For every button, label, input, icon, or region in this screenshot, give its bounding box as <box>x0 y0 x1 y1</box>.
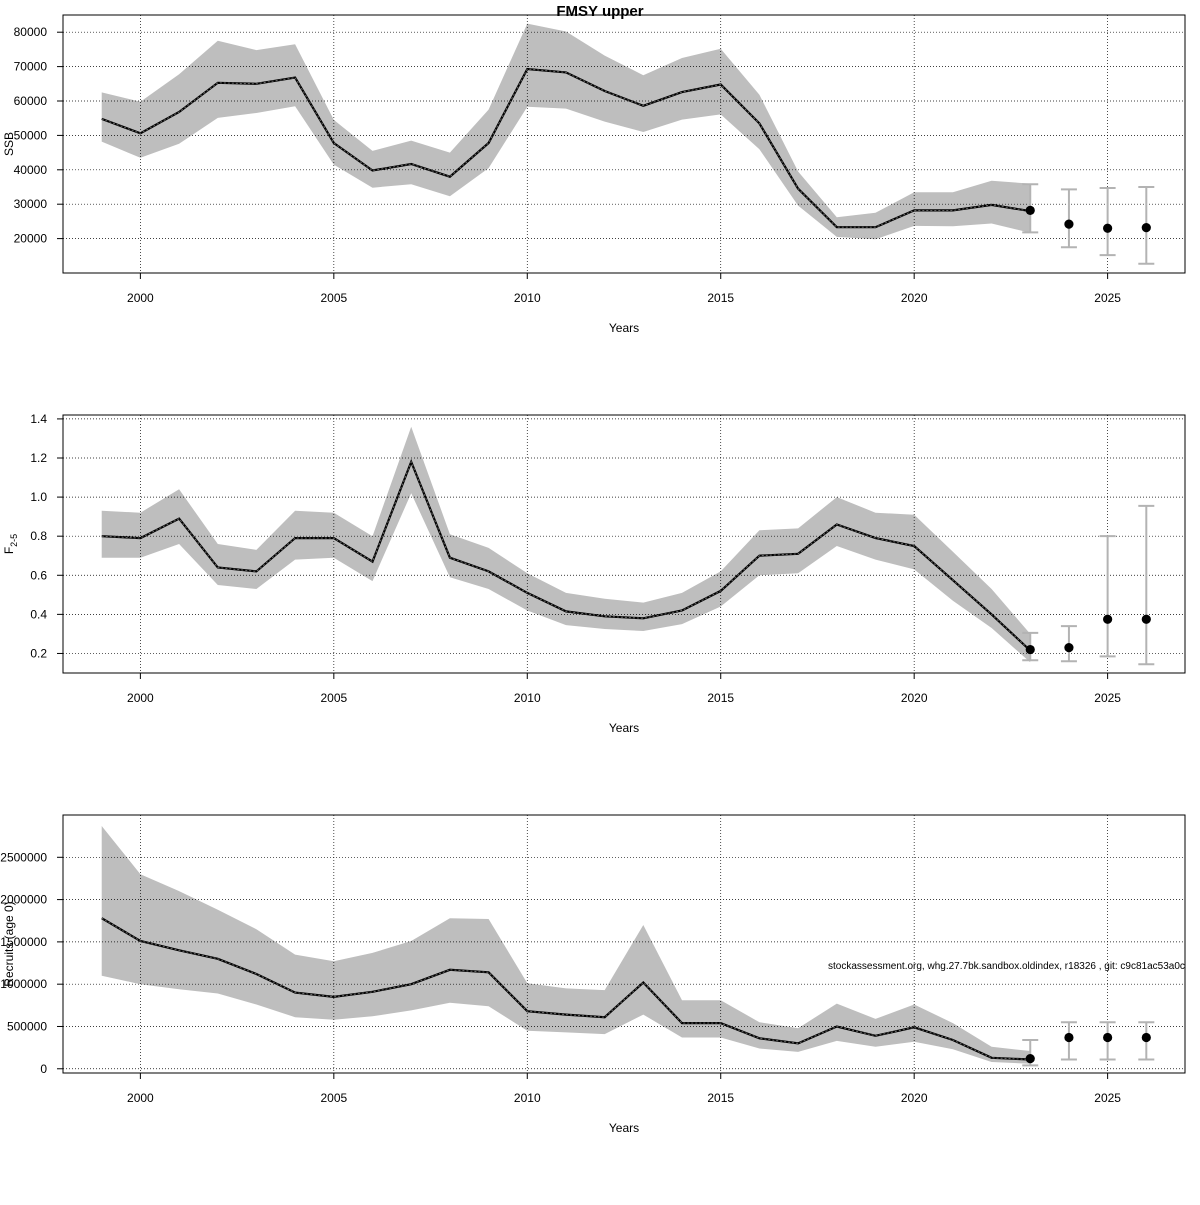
forecast-point <box>1103 1032 1113 1043</box>
y-axis-title-main: SSB <box>2 132 16 156</box>
y-tick-label: 1500000 <box>0 935 47 949</box>
x-axis-title: Years <box>609 321 639 335</box>
x-tick-label: 2020 <box>901 1091 928 1105</box>
x-axis-title: Years <box>609 721 639 735</box>
forecast-point <box>1025 644 1035 655</box>
x-tick-label: 2020 <box>901 291 928 305</box>
forecast-point <box>1141 222 1151 233</box>
y-axis-title: F2-5 <box>2 534 19 554</box>
x-tick-label: 2010 <box>514 691 541 705</box>
confidence-band <box>101 826 1031 1064</box>
x-tick-label: 2010 <box>514 291 541 305</box>
x-tick-label: 2000 <box>127 1091 154 1105</box>
plot-frame <box>62 814 1186 1074</box>
x-tick-label: 2005 <box>320 691 347 705</box>
y-tick-label: 2500000 <box>0 850 47 864</box>
forecast-point <box>1064 642 1074 653</box>
x-tick-label: 2015 <box>707 1091 734 1105</box>
y-tick-label: 1.0 <box>30 490 47 504</box>
y-tick-label: 50000 <box>14 128 48 142</box>
y-axis-title-main: Recruits (age 0) <box>2 901 16 986</box>
forecast-point <box>1141 614 1151 624</box>
y-tick-label: 0.4 <box>30 607 47 621</box>
plot-frame <box>62 414 1186 674</box>
y-tick-label: 1.2 <box>30 451 47 465</box>
x-tick-label: 2010 <box>514 1091 541 1105</box>
y-tick-label: 0.8 <box>30 529 47 543</box>
y-tick-label: 2000000 <box>0 893 47 907</box>
y-tick-label: 1000000 <box>0 977 47 991</box>
y-axis-title-main: F <box>2 547 16 554</box>
panel-3: 2000 2005 2010 2015 2020 2025 0 500000 1000000 15… <box>0 814 1186 1135</box>
x-tick-label: 2000 <box>127 291 154 305</box>
chart-title: FMSY upper <box>556 3 643 20</box>
estimate-line-dash <box>101 460 1031 651</box>
y-tick-label: 30000 <box>14 197 48 211</box>
y-tick-label: 0.6 <box>30 568 47 582</box>
y-tick-label: 500000 <box>7 1019 47 1033</box>
y-tick-label: 60000 <box>14 94 48 108</box>
panel-1: 2000 2005 2010 2015 2020 2025 20000 30000 40000 5… <box>2 14 1186 335</box>
y-tick-label: 70000 <box>14 60 48 74</box>
x-tick-label: 2025 <box>1094 1091 1121 1105</box>
forecast-point <box>1025 1054 1035 1064</box>
confidence-band <box>101 426 1031 663</box>
y-tick-label: 40000 <box>14 163 48 177</box>
x-tick-label: 2005 <box>320 1091 347 1105</box>
y-axis-title: SSB <box>2 132 16 156</box>
x-tick-label: 2005 <box>320 291 347 305</box>
y-axis-title: Recruits (age 0) <box>2 901 16 986</box>
estimate-line-dash <box>101 68 1031 228</box>
y-tick-label: 20000 <box>14 232 48 246</box>
y-tick-label: 0.2 <box>30 646 47 660</box>
forecast-point <box>1064 1032 1074 1043</box>
y-axis-title-subscript: 2-5 <box>9 534 19 547</box>
x-tick-label: 2000 <box>127 691 154 705</box>
forecast-point <box>1064 219 1074 229</box>
forecast-point <box>1103 614 1113 624</box>
x-tick-label: 2025 <box>1094 291 1121 305</box>
forecast-point <box>1141 1032 1151 1043</box>
panel-2: 2000 2005 2010 2015 2020 2025 0.2 0.4 0.6 0.8 1.0 1… <box>2 412 1186 735</box>
forecast-point <box>1103 223 1113 233</box>
footnote-text: stockassessment.org, whg.27.7bk.sandbox.… <box>828 961 1185 972</box>
estimate-line-dash <box>101 917 1031 1060</box>
x-tick-label: 2015 <box>707 291 734 305</box>
x-tick-label: 2025 <box>1094 691 1121 705</box>
x-tick-label: 2020 <box>901 691 928 705</box>
y-tick-label: 80000 <box>14 25 48 39</box>
x-tick-label: 2015 <box>707 691 734 705</box>
confidence-band <box>101 23 1031 240</box>
y-tick-label: 1.4 <box>30 412 47 426</box>
x-axis-title: Years <box>609 1121 639 1135</box>
y-tick-label: 0 <box>40 1062 47 1076</box>
forecast-point <box>1025 205 1035 215</box>
plot-frame <box>62 14 1186 274</box>
